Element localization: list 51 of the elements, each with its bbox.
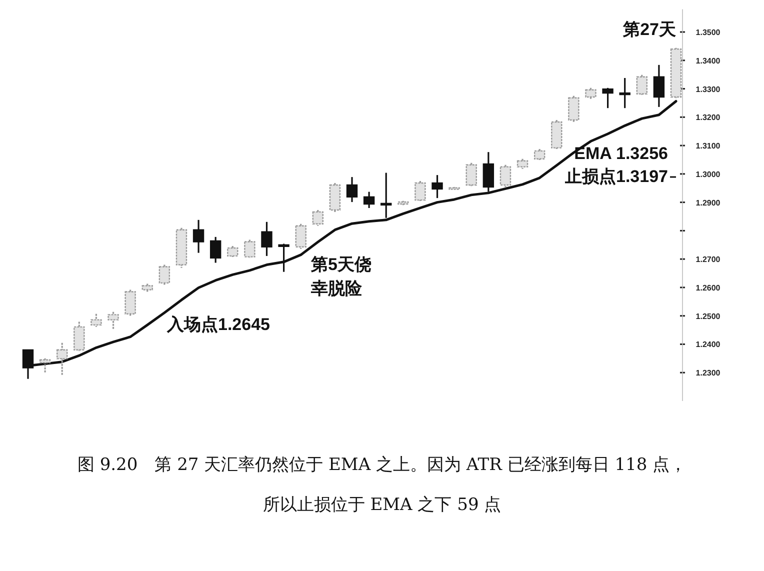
candlestick	[619, 77, 630, 109]
y-tick-label: 1.3400	[696, 56, 721, 66]
candlestick	[534, 148, 546, 162]
candlestick	[414, 180, 426, 203]
candlestick	[432, 174, 443, 199]
candlestick	[142, 282, 153, 293]
y-tick-label: 1.2400	[696, 340, 721, 350]
candlestick	[346, 176, 358, 203]
candlestick	[500, 164, 512, 188]
candlestick	[398, 200, 409, 206]
annotation: 第27天	[623, 19, 676, 41]
y-tick-label: 1.3200	[696, 113, 721, 122]
candlestick	[244, 238, 256, 259]
annotation: 第5天侥幸脱险	[311, 254, 372, 300]
candlestick	[278, 242, 290, 273]
candlestick	[90, 313, 102, 328]
candlestick	[295, 223, 306, 250]
candlestick	[363, 191, 375, 209]
annotation: EMA 1.3256	[574, 143, 668, 165]
candlestick	[636, 74, 648, 97]
caption: 图 9.20 第 27 天汇率仍然位于 EMA 之上。因为 ATR 已经涨到每日 118 点，所以止损位于 EMA 之下 59 点	[76, 454, 688, 517]
candlestick	[585, 87, 596, 100]
y-tick-label: 1.3500	[696, 28, 721, 38]
candlestick	[482, 151, 494, 193]
candlestick	[568, 95, 580, 123]
annotation: 止损点1.3197	[565, 166, 668, 188]
candlestick	[74, 321, 85, 353]
candlestick	[653, 64, 665, 108]
y-tick-label: 1.2300	[696, 368, 721, 378]
y-tick-label: 1.2600	[696, 283, 721, 292]
candlestick	[108, 311, 119, 331]
candlestick	[466, 162, 477, 188]
candlestick	[516, 158, 528, 170]
candlestick	[158, 264, 170, 287]
annotation: 入场点1.2645	[167, 314, 270, 336]
candlestick	[602, 87, 614, 109]
y-tick-label: 1.3100	[696, 142, 721, 151]
y-tick-label: 1.3300	[696, 84, 721, 94]
candlestick	[124, 288, 136, 317]
candlestick	[312, 209, 324, 227]
candlestick	[380, 172, 392, 219]
candlestick	[261, 221, 272, 257]
candlestick	[56, 342, 68, 377]
y-tick-label: 1.2900	[696, 198, 721, 208]
y-tick-label: 1.2700	[696, 255, 721, 264]
candlestick	[39, 358, 51, 374]
candlestick	[192, 219, 204, 254]
candlestick	[210, 236, 222, 264]
y-tick-label: 1.3000	[696, 170, 721, 179]
y-tick-label: 1.2500	[696, 312, 721, 321]
candlestick	[227, 245, 238, 259]
